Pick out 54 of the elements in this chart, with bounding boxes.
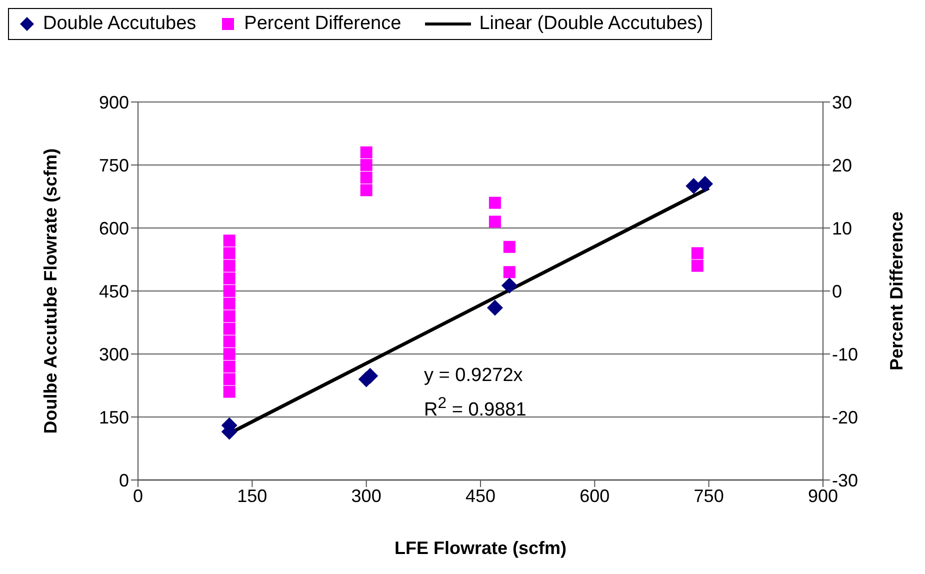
y2-tick-label: 10 [832, 218, 852, 238]
x-tick-label: 450 [465, 486, 496, 506]
point [223, 234, 236, 247]
y-tick-label: 450 [98, 281, 129, 302]
point [488, 216, 501, 228]
point [223, 310, 236, 322]
y-tick-label: 0 [118, 470, 129, 490]
y-tick-label: 150 [98, 407, 129, 428]
y-tick-label: 300 [98, 344, 129, 364]
x-axis-title: LFE Flowrate (scfm) [394, 538, 567, 558]
x-tick-label: 750 [694, 486, 724, 506]
point [691, 260, 704, 272]
x-tick-label: 150 [237, 486, 268, 506]
annotation: R$^{2}$ = 0.9881 [424, 394, 526, 422]
x-tick-label: 0 [132, 486, 144, 506]
point [223, 335, 236, 348]
point [691, 247, 704, 260]
point [486, 300, 503, 316]
point [223, 386, 236, 398]
point [360, 159, 372, 171]
point [697, 176, 714, 192]
y2-tick-label: -20 [832, 407, 858, 428]
point [223, 298, 236, 310]
x-tick-label: 300 [351, 486, 382, 506]
point [223, 322, 236, 335]
y2-axis-title: Percent Difference [886, 211, 906, 371]
point [503, 240, 516, 253]
point [360, 172, 372, 184]
point [223, 285, 236, 297]
y-tick-label: 750 [98, 155, 129, 176]
point [686, 178, 702, 194]
x-tick-label: 600 [580, 486, 610, 506]
y-tick-label: 600 [98, 218, 129, 238]
legend-label: Percent Difference [243, 13, 402, 35]
point [223, 348, 236, 360]
y2-tick-label: 20 [832, 155, 852, 176]
point [503, 266, 516, 278]
point [360, 146, 372, 158]
y-tick-label: 900 [98, 92, 129, 112]
point [488, 196, 501, 209]
y-axis-title: Doulbe Accutube Flowrate (scfm) [40, 148, 60, 434]
point [360, 184, 372, 196]
point [223, 360, 236, 373]
point [223, 260, 236, 272]
legend-label: Linear (Double Accutubes) [478, 13, 704, 35]
point [223, 272, 236, 284]
point [501, 278, 518, 294]
annotation: y = 0.9272x [424, 364, 524, 388]
point [223, 247, 236, 260]
y2-tick-label: 30 [832, 92, 852, 112]
legend-label: Double Accutubes [42, 13, 196, 35]
point [223, 373, 236, 386]
y2-tick-label: -10 [832, 344, 858, 364]
y2-tick-label: 0 [832, 281, 842, 302]
